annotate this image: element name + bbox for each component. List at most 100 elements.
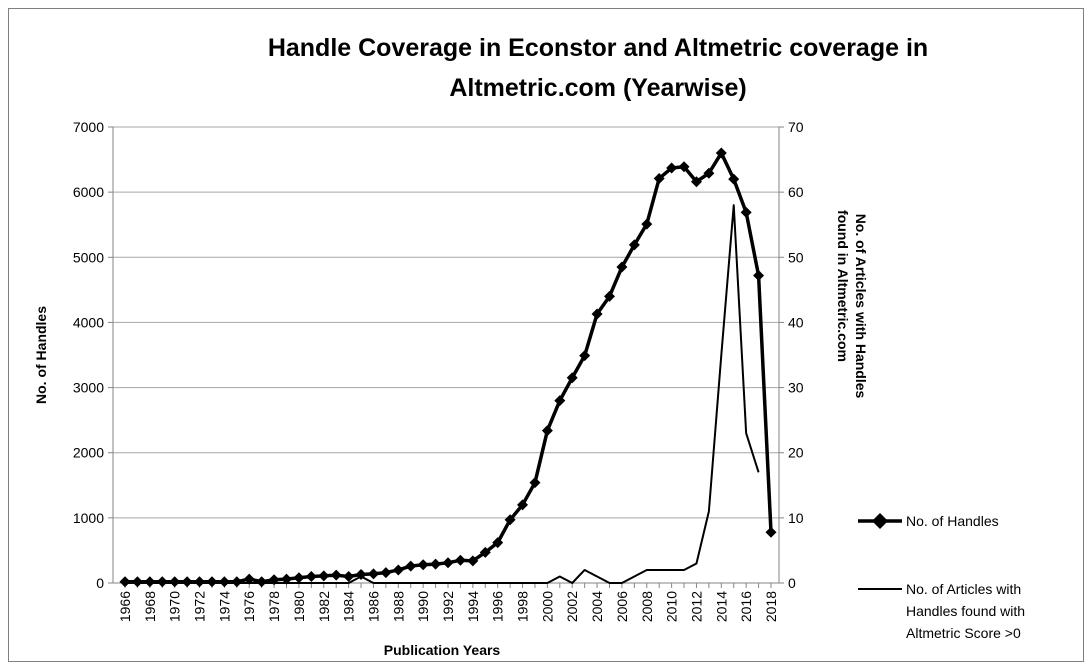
y2-tick-label: 70	[788, 119, 804, 135]
legend-label-handles: No. of Handles	[906, 513, 999, 529]
data-point-handles	[256, 576, 268, 588]
data-point-handles	[492, 537, 504, 549]
data-point-handles	[566, 372, 578, 384]
x-tick-label: 2000	[539, 591, 555, 622]
data-point-handles	[703, 167, 715, 179]
x-tick-label: 2008	[639, 591, 655, 622]
data-point-handles	[417, 559, 429, 571]
chart-title-line-2: Altmetric.com (Yearwise)	[449, 74, 746, 102]
data-point-handles	[517, 499, 529, 511]
data-point-handles	[715, 147, 727, 159]
data-point-handles	[479, 546, 491, 558]
y-axis-title: No. of Handles	[33, 306, 49, 404]
y2-tick-label: 50	[788, 249, 804, 265]
axes	[112, 127, 780, 584]
data-point-handles	[753, 270, 765, 282]
data-point-handles	[430, 558, 442, 570]
x-tick-label: 2018	[763, 591, 779, 622]
data-point-handles	[206, 576, 218, 588]
y2-tick-label: 30	[788, 380, 804, 396]
data-point-handles	[641, 218, 653, 230]
x-tick-label: 1980	[291, 591, 307, 622]
x-tick-label: 1988	[390, 591, 406, 622]
legend-label-altmetric-line-3: Altmetric Score >0	[906, 625, 1021, 641]
legend: No. of Handles No. of Articles with Hand…	[858, 513, 1025, 641]
x-tick-label: 1976	[241, 591, 257, 622]
data-point-handles	[231, 576, 243, 588]
data-point-handles	[181, 576, 193, 588]
right-axis-ticks: 0 10 20 30 40 50 60 70	[779, 119, 804, 591]
y2-tick-label: 60	[788, 184, 804, 200]
x-tick-label: 2004	[589, 591, 605, 622]
data-point-handles	[194, 576, 206, 588]
data-point-handles	[591, 308, 603, 320]
data-point-handles	[442, 557, 454, 569]
x-tick-label: 1996	[490, 591, 506, 622]
y-tick-label: 6000	[73, 184, 104, 200]
x-tick-label: 2006	[614, 591, 630, 622]
y2-tick-label: 40	[788, 314, 804, 330]
x-tick-label: 2016	[738, 591, 754, 622]
x-tick-label: 1986	[365, 591, 381, 622]
data-point-handles	[666, 162, 678, 174]
chart-title-line-1: Handle Coverage in Econstor and Altmetri…	[268, 34, 928, 62]
data-point-handles	[119, 576, 131, 588]
x-tick-label: 1970	[167, 591, 183, 622]
data-point-handles	[541, 425, 553, 437]
data-point-handles	[628, 239, 640, 251]
data-point-handles	[678, 161, 690, 173]
y2-tick-label: 20	[788, 445, 804, 461]
x-tick-label: 1998	[515, 591, 531, 622]
data-point-handles	[367, 568, 379, 580]
y-tick-label: 0	[96, 575, 104, 591]
data-point-handles	[330, 569, 342, 581]
y-tick-label: 4000	[73, 314, 104, 330]
data-point-handles	[156, 576, 168, 588]
data-point-handles	[293, 572, 305, 584]
data-point-handles	[380, 567, 392, 579]
x-tick-label: 1982	[316, 591, 332, 622]
data-point-handles	[318, 570, 330, 582]
y-tick-label: 1000	[73, 510, 104, 526]
x-axis-ticks: 1966 1968 1970 1972 1974 1976 1978 1980 1982 1984…	[117, 583, 779, 622]
left-axis-ticks: 0 1000 2000 3000 4000 5000 6000 7000	[73, 119, 113, 591]
data-point-handles	[616, 261, 628, 273]
data-point-handles	[579, 350, 591, 362]
y-tick-label: 2000	[73, 445, 104, 461]
legend-label-altmetric-line-1: No. of Articles with	[906, 581, 1021, 597]
series-area	[119, 147, 777, 588]
series-line-altmetric	[125, 204, 760, 584]
data-point-handles	[169, 576, 181, 588]
x-tick-label: 2002	[564, 591, 580, 622]
y-tick-label: 5000	[73, 249, 104, 265]
x-tick-label: 1974	[216, 591, 232, 622]
x-tick-label: 1966	[117, 591, 133, 622]
x-tick-label: 1990	[415, 591, 431, 622]
data-point-handles	[392, 564, 404, 576]
x-tick-label: 1972	[192, 591, 208, 622]
data-point-handles	[467, 555, 479, 567]
data-point-handles	[243, 573, 255, 585]
data-point-handles	[765, 526, 777, 538]
gridlines	[113, 126, 779, 519]
chart-frame: Handle Coverage in Econstor and Altmetri…	[8, 8, 1084, 662]
data-point-handles	[690, 176, 702, 188]
legend-label-altmetric-line-2: Handles found with	[906, 603, 1025, 619]
data-point-handles	[504, 514, 516, 526]
data-point-handles	[740, 206, 752, 218]
data-point-handles	[728, 173, 740, 185]
x-tick-label: 2010	[664, 591, 680, 622]
data-point-handles	[653, 172, 665, 184]
x-axis-title: Publication Years	[384, 642, 501, 658]
data-point-handles	[529, 477, 541, 489]
y2-tick-label: 0	[788, 575, 796, 591]
y-tick-label: 3000	[73, 380, 104, 396]
x-tick-label: 2014	[713, 591, 729, 622]
x-tick-label: 1984	[341, 591, 357, 622]
y2-tick-label: 10	[788, 510, 804, 526]
y2-axis-title-line-1: No. of Articles with Handles	[853, 214, 869, 399]
data-point-handles	[144, 576, 156, 588]
y2-axis-title-line-2: found in Altmetric.com	[835, 210, 851, 362]
data-point-handles	[281, 573, 292, 585]
data-point-handles	[343, 570, 355, 582]
